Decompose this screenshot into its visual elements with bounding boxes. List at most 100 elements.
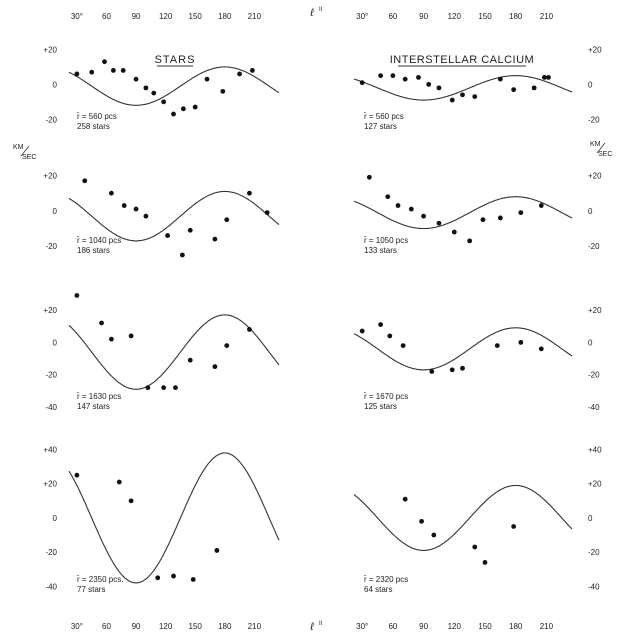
x-tick-label: 30° [356,12,368,21]
y-tick-label: +40 [588,446,602,455]
x-tick-label: 180 [509,12,523,21]
data-point [190,577,196,582]
x-tick-label: 180 [218,622,232,631]
fit-curve [68,66,280,106]
units-label-right: KM SEC [590,141,612,158]
star-count-label: 258 stars [77,122,110,131]
data-point [212,236,218,242]
data-point [121,203,127,208]
x-tick-label: 150 [189,12,203,21]
data-point [366,174,372,180]
distance-label: r̄ = 560 pcs [363,112,404,121]
x-tick-label: 30° [356,622,368,631]
x-tick-label: 150 [478,12,492,21]
data-point [214,548,220,553]
top-axis-symbol: ℓ [309,7,314,19]
data-point [426,81,432,87]
data-point [546,75,551,80]
data-point [359,80,365,86]
distance-label: r̄ = 2350 pcs. [76,575,124,584]
data-point [531,85,537,91]
units-label-right-top: KM [590,141,601,148]
units-label-right-bottom: SEC [598,151,612,158]
data-point [416,75,421,80]
units-label-left-top: KM [13,144,24,151]
data-point [449,367,455,373]
y-tick-label: -40 [588,582,600,591]
y-tick-label: 0 [588,514,593,523]
data-point [538,203,544,208]
bottom-longitude-axis: 30° 60 90 120 150 180 210 30° 60 90 120 150 180 210 ℓ… [71,621,554,632]
data-point [400,343,406,349]
data-point [378,322,384,327]
star-count-label: 147 stars [77,402,110,411]
units-label-left: KM SEC [13,144,36,161]
data-point [116,479,122,485]
data-point [472,94,478,99]
x-tick-label: 120 [159,622,173,631]
data-point [161,385,167,391]
x-tick-label: 90 [132,622,141,631]
data-point [431,532,437,538]
data-point [143,213,149,219]
y-tick-label: 0 [53,514,58,523]
data-point [395,203,401,208]
star-count-label: 77 stars [77,585,105,594]
x-tick-label: 60 [388,12,397,21]
fit-curve [353,327,573,371]
y-tick-label: 0 [53,80,58,89]
data-point [247,190,252,196]
x-tick-label: 60 [102,622,111,631]
data-point [171,111,176,117]
y-tick-label: 0 [53,207,58,216]
y-tick-label: -20 [45,371,57,380]
x-tick-label: 210 [248,12,262,21]
x-tick-label: 210 [540,622,554,631]
data-point [187,357,193,363]
data-point [460,365,465,371]
y-tick-label: -20 [588,115,600,124]
x-tick-label: 60 [102,12,111,21]
chart-panel: +40 +20 0 -20 -40 r̄ = 2350 pcs.77 stars [43,446,280,594]
data-point [220,88,226,94]
data-point [511,87,517,93]
units-label-left-bottom: SEC [22,154,36,161]
fit-curve [353,196,573,230]
fit-curve [68,190,280,242]
data-point [419,518,424,524]
data-point [151,90,157,96]
data-point [480,217,486,223]
data-point [538,346,544,352]
data-point [482,559,488,565]
data-point [436,85,442,91]
x-tick-label: 60 [388,622,397,631]
data-point [402,496,408,502]
y-tick-label: +20 [43,480,57,489]
bottom-axis-symbol-sup: II [319,621,323,627]
distance-label: r̄ = 560 pcs [76,112,117,121]
data-point [451,229,457,235]
data-point [128,498,134,504]
data-point [74,293,80,298]
x-tick-label: 180 [218,12,232,21]
data-point [436,220,442,226]
data-point [204,76,210,82]
distance-label: r̄ = 1670 pcs [363,392,408,401]
y-tick-label: +20 [43,306,57,315]
data-point [421,213,426,219]
data-point [173,385,178,391]
fit-curve [353,484,573,551]
x-tick-label: 150 [189,622,203,631]
x-tick-label: 120 [159,12,173,21]
data-point [237,71,242,77]
bottom-x-ticks: 30° 60 90 120 150 180 210 30° 60 90 120 150 180 210 [71,622,554,631]
data-point [165,233,170,238]
data-point [143,85,149,91]
distance-label: r̄ = 1630 pcs [76,392,121,401]
x-tick-label: 150 [478,622,492,631]
x-tick-label: 120 [448,12,462,21]
data-point [187,227,193,233]
